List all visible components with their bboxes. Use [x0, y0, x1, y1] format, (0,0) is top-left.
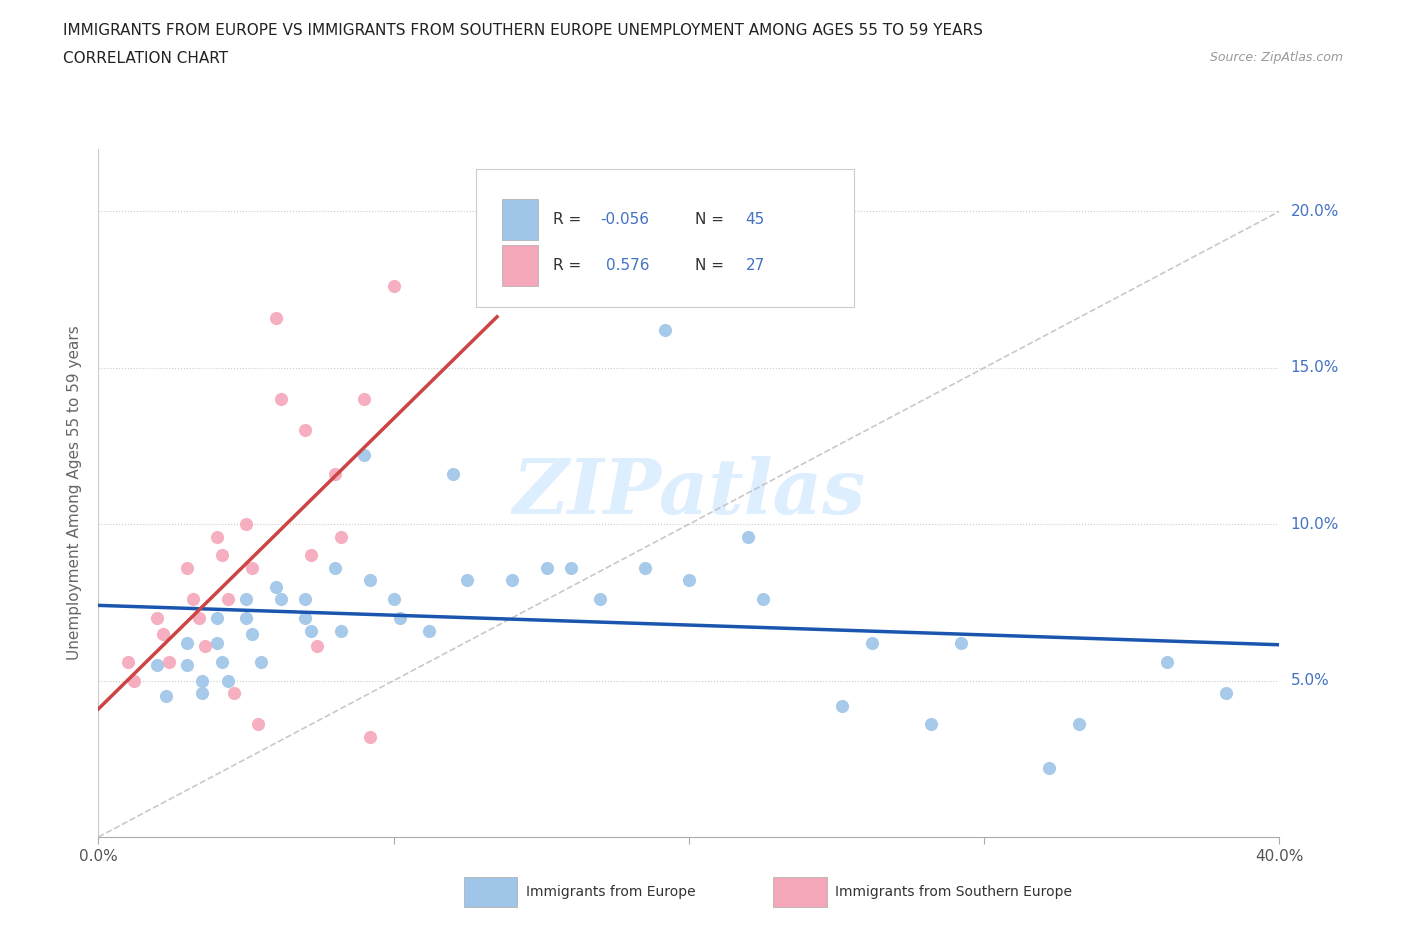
- Point: [654, 323, 676, 338]
- Point: [191, 673, 214, 688]
- Point: [176, 561, 198, 576]
- Point: [353, 392, 375, 406]
- Text: -0.056: -0.056: [600, 212, 650, 227]
- Point: [181, 591, 204, 606]
- Text: Immigrants from Southern Europe: Immigrants from Southern Europe: [835, 884, 1073, 899]
- Point: [176, 658, 198, 672]
- Point: [117, 655, 139, 670]
- Text: R =: R =: [553, 258, 586, 273]
- Point: [418, 623, 440, 638]
- Point: [751, 591, 773, 606]
- Point: [191, 685, 214, 700]
- Point: [205, 635, 228, 650]
- Point: [294, 591, 316, 606]
- Point: [205, 529, 228, 544]
- Point: [560, 561, 582, 576]
- Point: [589, 591, 612, 606]
- FancyBboxPatch shape: [477, 169, 855, 307]
- Point: [382, 591, 405, 606]
- Point: [146, 611, 169, 626]
- Point: [187, 611, 209, 626]
- Point: [323, 561, 346, 576]
- Point: [211, 548, 233, 563]
- Point: [737, 529, 759, 544]
- Point: [264, 579, 287, 594]
- Point: [920, 717, 942, 732]
- FancyBboxPatch shape: [502, 245, 537, 286]
- Point: [205, 611, 228, 626]
- Point: [235, 591, 257, 606]
- Point: [678, 573, 700, 588]
- Text: R =: R =: [553, 212, 586, 227]
- Text: 15.0%: 15.0%: [1291, 360, 1339, 376]
- Point: [329, 623, 352, 638]
- Point: [299, 623, 322, 638]
- Text: IMMIGRANTS FROM EUROPE VS IMMIGRANTS FROM SOUTHERN EUROPE UNEMPLOYMENT AMONG AGE: IMMIGRANTS FROM EUROPE VS IMMIGRANTS FRO…: [63, 23, 983, 38]
- Point: [294, 611, 316, 626]
- Point: [294, 423, 316, 438]
- Point: [122, 673, 145, 688]
- FancyBboxPatch shape: [502, 199, 537, 240]
- Point: [211, 655, 233, 670]
- Point: [536, 561, 558, 576]
- Text: 20.0%: 20.0%: [1291, 204, 1339, 219]
- Point: [1067, 717, 1090, 732]
- Point: [1215, 685, 1237, 700]
- Text: CORRELATION CHART: CORRELATION CHART: [63, 51, 228, 66]
- Point: [224, 685, 246, 700]
- Point: [146, 658, 169, 672]
- Point: [359, 573, 381, 588]
- Text: 27: 27: [745, 258, 765, 273]
- Point: [305, 639, 328, 654]
- Text: 0.576: 0.576: [606, 258, 650, 273]
- Text: 10.0%: 10.0%: [1291, 517, 1339, 532]
- Point: [217, 673, 239, 688]
- Point: [949, 635, 972, 650]
- Point: [353, 448, 375, 463]
- Point: [359, 729, 381, 744]
- Point: [240, 561, 263, 576]
- Point: [246, 717, 269, 732]
- Point: [155, 689, 177, 704]
- Point: [235, 611, 257, 626]
- Y-axis label: Unemployment Among Ages 55 to 59 years: Unemployment Among Ages 55 to 59 years: [67, 326, 83, 660]
- Point: [157, 655, 180, 670]
- Point: [217, 591, 239, 606]
- Point: [501, 573, 523, 588]
- Point: [456, 573, 478, 588]
- Point: [176, 635, 198, 650]
- Point: [194, 639, 217, 654]
- Text: 45: 45: [745, 212, 765, 227]
- Text: Source: ZipAtlas.com: Source: ZipAtlas.com: [1209, 51, 1343, 64]
- Point: [270, 591, 292, 606]
- Point: [264, 311, 287, 325]
- Point: [299, 548, 322, 563]
- Text: ZIPatlas: ZIPatlas: [512, 456, 866, 530]
- Text: Immigrants from Europe: Immigrants from Europe: [526, 884, 696, 899]
- Point: [329, 529, 352, 544]
- Point: [477, 217, 499, 232]
- Point: [633, 561, 655, 576]
- Point: [152, 626, 174, 641]
- Point: [270, 392, 292, 406]
- Point: [388, 611, 411, 626]
- Point: [382, 279, 405, 294]
- Text: N =: N =: [695, 212, 728, 227]
- Point: [831, 698, 853, 713]
- Point: [860, 635, 883, 650]
- Text: N =: N =: [695, 258, 728, 273]
- Point: [323, 467, 346, 482]
- Point: [240, 626, 263, 641]
- Point: [235, 517, 257, 532]
- Point: [250, 655, 273, 670]
- Text: 5.0%: 5.0%: [1291, 673, 1329, 688]
- Point: [1038, 761, 1060, 776]
- Point: [441, 467, 464, 482]
- Point: [1156, 655, 1178, 670]
